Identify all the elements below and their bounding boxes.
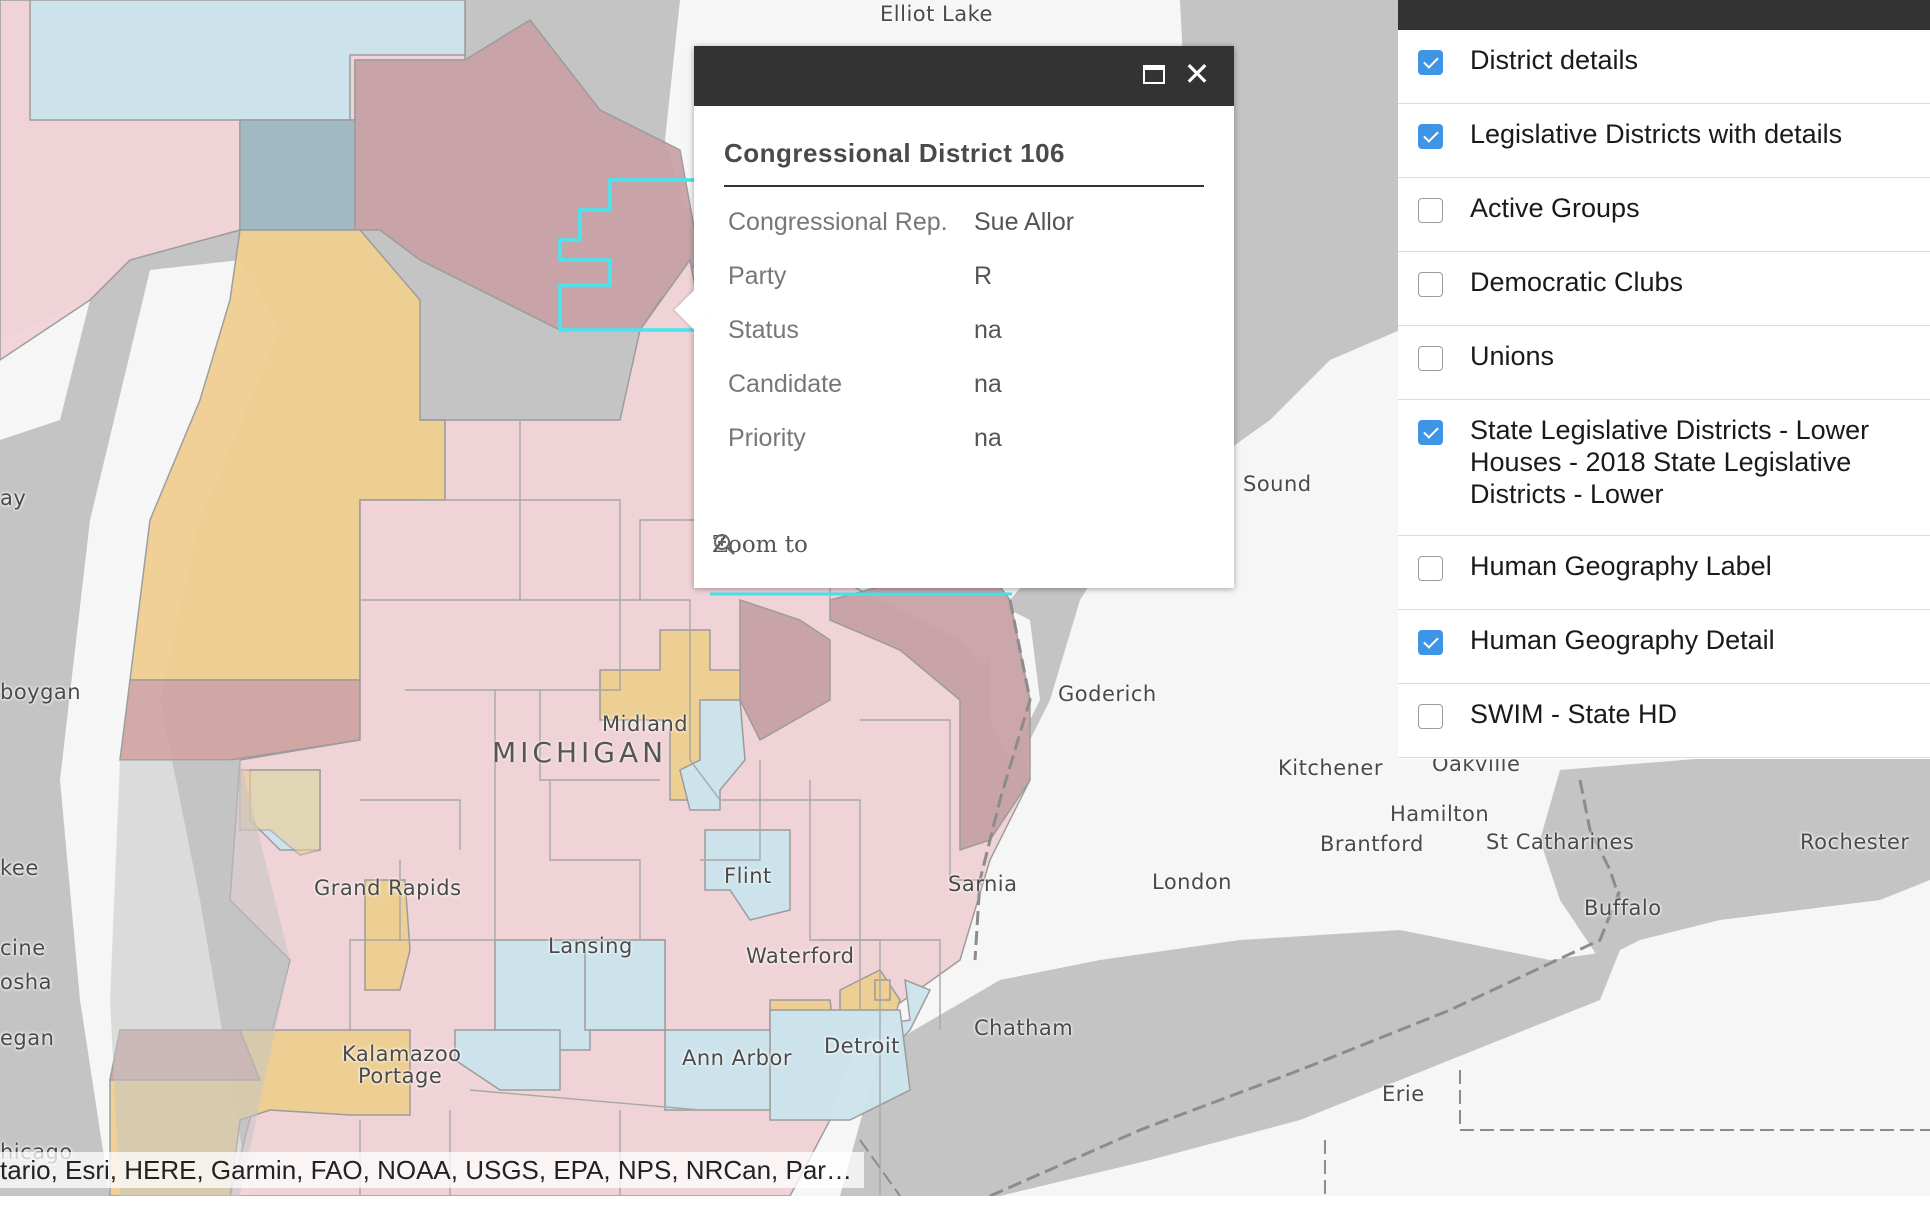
layer-label: SWIM - State HD — [1470, 699, 1678, 729]
layer-item-district-details[interactable]: District details — [1398, 30, 1930, 104]
layer-item-state-legislative-lower[interactable]: State Legislative Districts - Lower Hous… — [1398, 400, 1930, 536]
place-label: London — [1152, 870, 1232, 894]
maximize-icon[interactable] — [1142, 63, 1166, 87]
layer-item-human-geography-label[interactable]: Human Geography Label — [1398, 536, 1930, 610]
layer-item-swim-state-hd[interactable]: SWIM - State HD — [1398, 684, 1930, 758]
layer-item-unions[interactable]: Unions — [1398, 326, 1930, 400]
close-icon[interactable]: ✕ — [1183, 56, 1211, 92]
layer-checkbox-checked[interactable] — [1418, 630, 1443, 655]
layer-item-legislative-districts[interactable]: Legislative Districts with details — [1398, 104, 1930, 178]
state-label: MICHIGAN — [492, 736, 668, 769]
field-label: Status — [728, 316, 799, 344]
layer-item-democratic-clubs[interactable]: Democratic Clubs — [1398, 252, 1930, 326]
field-value: Sue Allor — [974, 208, 1075, 236]
place-label: boygan — [0, 680, 82, 704]
place-label: egan — [0, 1026, 55, 1050]
layer-checkbox-checked[interactable] — [1418, 124, 1443, 149]
place-label: osha — [0, 970, 52, 994]
layer-checkbox-checked[interactable] — [1418, 50, 1443, 75]
place-label: Grand Rapids — [314, 876, 462, 900]
place-label: Rochester — [1800, 830, 1910, 854]
popup-field-row: Candidate na — [728, 370, 1198, 410]
place-label: Brantford — [1320, 832, 1424, 856]
layer-label: Legislative Districts with details — [1470, 119, 1843, 149]
place-label: Waterford — [746, 944, 855, 968]
zoom-in-icon — [714, 534, 735, 555]
place-label: Sarnia — [948, 872, 1018, 896]
place-label: Chatham — [974, 1016, 1074, 1040]
place-label: Ann Arbor — [682, 1046, 792, 1070]
place-label: kee — [0, 856, 39, 880]
place-label: Hamilton — [1390, 802, 1490, 826]
layer-label: Democratic Clubs — [1470, 267, 1684, 297]
layer-checkbox[interactable] — [1418, 198, 1443, 223]
field-label: Congressional Rep. — [728, 208, 948, 236]
popup-header: ✕ — [694, 46, 1234, 106]
feature-popup: ✕ Congressional District 106 Congression… — [674, 46, 1234, 588]
field-value: na — [974, 316, 1002, 344]
place-label: St Catharines — [1486, 830, 1635, 854]
place-label: Portage — [358, 1064, 443, 1088]
layer-checkbox[interactable] — [1418, 704, 1443, 729]
layer-label: Human Geography Detail — [1470, 625, 1775, 655]
place-label: Erie — [1382, 1082, 1425, 1106]
popup-field-row: Congressional Rep. Sue Allor — [728, 208, 1198, 248]
place-label: Lansing — [548, 934, 633, 958]
place-label: Kalamazoo — [342, 1042, 462, 1066]
layer-checkbox[interactable] — [1418, 346, 1443, 371]
layer-list-panel: District details Legislative Districts w… — [1398, 0, 1930, 759]
popup-title: Congressional District 106 — [724, 138, 1065, 168]
place-label: Buffalo — [1584, 896, 1662, 920]
place-label: Midland — [602, 712, 689, 736]
place-label: Elliot Lake — [880, 2, 993, 26]
field-label: Party — [728, 262, 787, 290]
zoom-to-link[interactable]: Zoom to — [712, 532, 808, 558]
place-label: cine — [0, 936, 46, 960]
field-value: na — [974, 424, 1002, 452]
field-value: R — [974, 262, 993, 290]
popup-field-row: Party R — [728, 262, 1198, 302]
place-label: Kitchener — [1278, 756, 1383, 780]
field-label: Candidate — [728, 370, 842, 398]
place-label: Detroit — [824, 1034, 900, 1058]
layer-label: State Legislative Districts - Lower Hous… — [1470, 415, 1870, 509]
layer-checkbox[interactable] — [1418, 272, 1443, 297]
layer-item-active-groups[interactable]: Active Groups — [1398, 178, 1930, 252]
layer-checkbox[interactable] — [1418, 556, 1443, 581]
field-value: na — [974, 370, 1002, 398]
layer-label: Active Groups — [1470, 193, 1640, 223]
layer-list-header — [1398, 0, 1930, 30]
popup-field-row: Priority na — [728, 424, 1198, 464]
layer-label: Unions — [1470, 341, 1555, 371]
place-label: Goderich — [1058, 682, 1157, 706]
place-label: n Sound — [1222, 472, 1312, 496]
layer-item-human-geography-detail[interactable]: Human Geography Detail — [1398, 610, 1930, 684]
place-label: ay — [0, 486, 27, 510]
popup-field-row: Status na — [728, 316, 1198, 356]
layer-label: Human Geography Label — [1470, 551, 1772, 581]
field-label: Priority — [728, 424, 806, 452]
place-label: Flint — [724, 864, 772, 888]
layer-label: District details — [1470, 45, 1639, 75]
popup-divider — [724, 185, 1204, 187]
layer-checkbox-checked[interactable] — [1418, 420, 1443, 445]
map-attribution: tario, Esri, HERE, Garmin, FAO, NOAA, US… — [0, 1152, 864, 1188]
